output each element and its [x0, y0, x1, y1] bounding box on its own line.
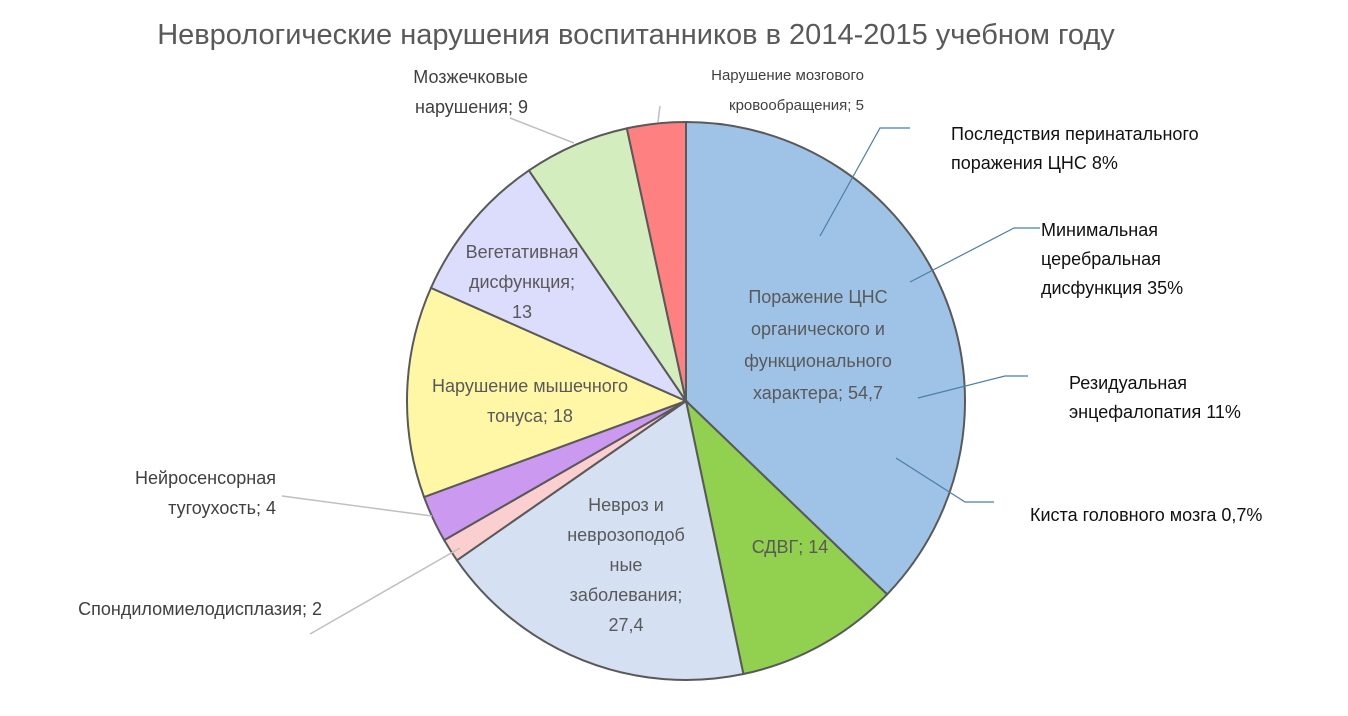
slice-label-3: Невроз и неврозоподоб ные заболевания; 27,4: [567, 495, 685, 635]
leader-line-4: [309, 547, 461, 635]
slice-label-9: Нарушение мозгового кровообращения; 5: [711, 67, 864, 114]
slice-label-8: Мозжечковые нарушения; 9: [413, 67, 528, 117]
pie-slice-7: [429, 169, 689, 404]
callout-leader-3: [917, 375, 1028, 399]
pie-slice-3: [455, 399, 745, 681]
slice-label-1: Поражение ЦНС органического и функциональн…: [744, 287, 892, 403]
pie-slice-1: [685, 120, 966, 596]
chart-title: Неврологические нарушения воспитанников …: [157, 19, 1115, 51]
slice-label-6: Нарушение мышечного тонуса; 18: [432, 376, 628, 426]
callout-label-3: Резидуальная энцефалопатия 11%: [1069, 373, 1241, 422]
callout-label-1: Последствия перинатального поражения ЦНС …: [951, 124, 1199, 173]
slice-label-7: Вегетативная дисфункция; 13: [466, 242, 579, 322]
pie-slice-2: [684, 398, 889, 676]
slice-label-5: Нейросенсорная тугоухость; 4: [135, 468, 276, 518]
callout-label-2: Минимальная церебральная дисфункция 35%: [1041, 220, 1183, 298]
leader-line-8: [509, 117, 575, 144]
callout-leader-1: [819, 127, 910, 237]
slice-label-4: Спондиломиелодисплазия; 2: [78, 599, 322, 619]
callout-leader-2: [909, 227, 1040, 283]
pie-slice-6: [406, 286, 689, 499]
slice-label-2: СДВГ; 14: [752, 537, 829, 557]
callout-leader-4: [895, 457, 994, 503]
pie-slice-9: [625, 120, 687, 402]
callout-label-4: Киста головного мозга 0,7%: [1030, 505, 1262, 525]
leader-line-5: [281, 495, 433, 517]
leader-line-9: [657, 105, 661, 123]
